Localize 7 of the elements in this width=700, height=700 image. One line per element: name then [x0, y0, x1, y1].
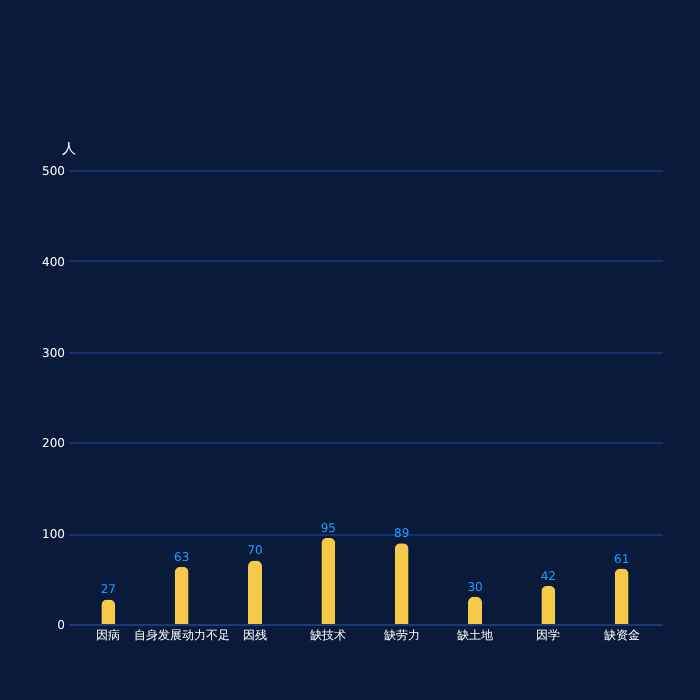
bar — [321, 537, 336, 624]
bar — [468, 596, 482, 624]
bar — [248, 560, 262, 624]
bar — [394, 543, 409, 624]
bar — [541, 585, 556, 624]
bar — [614, 568, 629, 624]
bar — [174, 566, 189, 624]
